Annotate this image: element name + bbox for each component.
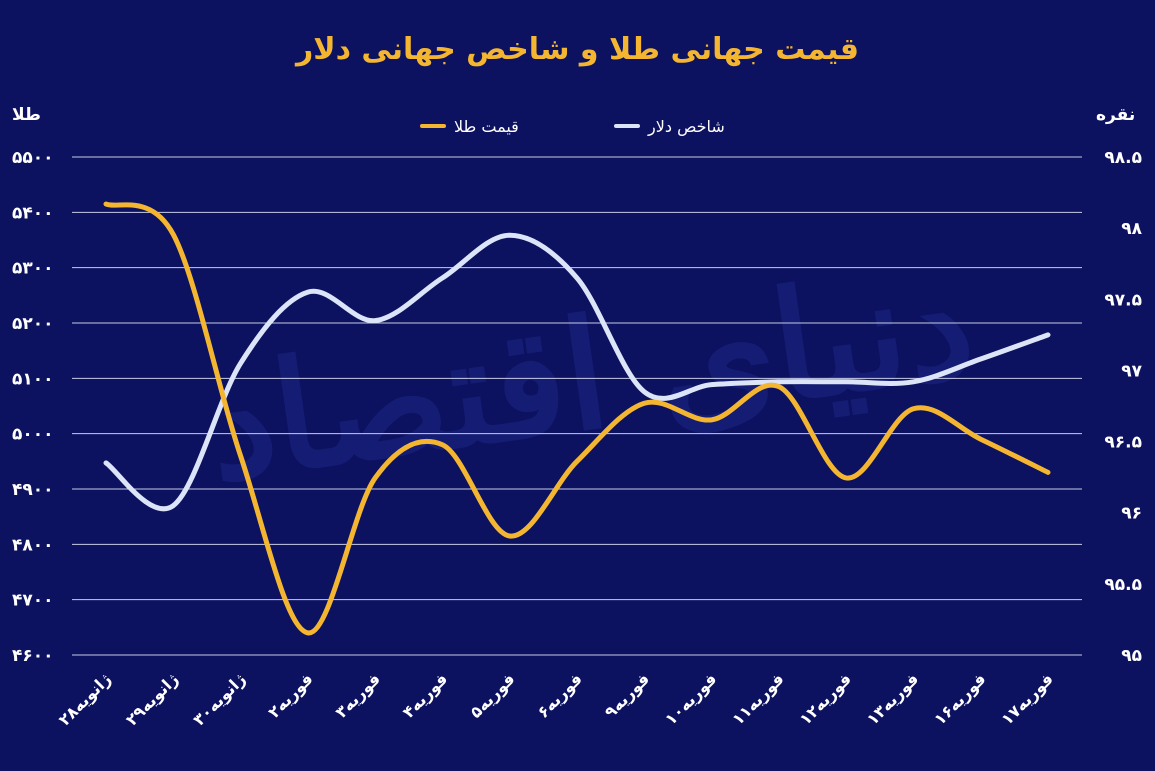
legend-item-gold: قیمت طلا	[420, 115, 519, 137]
left-tick-label: ۵۳۰۰	[12, 259, 54, 279]
x-tick-label: ۲۹ژانویه	[122, 669, 182, 729]
right-tick-label: ۹۸.۵	[1104, 148, 1142, 168]
x-tick-label: ۱۱فوریه	[728, 669, 787, 728]
x-tick-label: ۳۰ژانویه	[189, 669, 249, 729]
gold-price-line	[103, 201, 1051, 636]
right-tick-label: ۹۵.۵	[1104, 575, 1142, 595]
x-tick-label: ۱۲فوریه	[796, 669, 855, 728]
legend-item-dollar-index: شاخص دلار	[614, 115, 725, 137]
right-tick-label: ۹۶.۵	[1104, 433, 1142, 453]
x-tick-label: ۵فوریه	[466, 669, 518, 721]
x-tick-label: ۳فوریه	[332, 669, 384, 721]
x-tick-label: ۲فوریه	[264, 669, 316, 721]
x-tick-label: ۱۰فوریه	[661, 669, 720, 728]
x-tick-label: ۴فوریه	[399, 669, 451, 721]
left-axis-unit-label: طلا	[12, 105, 41, 125]
legend-swatch-dollar-index	[614, 124, 640, 128]
x-tick-label: ۲۸ژانویه	[55, 669, 115, 729]
left-tick-label: ۵۴۰۰	[12, 203, 54, 223]
left-tick-label: ۴۷۰۰	[12, 591, 54, 611]
left-tick-label: ۵۲۰۰	[12, 314, 54, 334]
dollar-index-line	[103, 232, 1051, 512]
left-tick-label: ۵۱۰۰	[12, 369, 54, 389]
x-tick-label: ۶فوریه	[533, 669, 585, 721]
right-tick-label: ۹۸	[1121, 219, 1142, 239]
right-tick-label: ۹۵	[1121, 646, 1142, 666]
left-tick-label: ۴۸۰۰	[12, 535, 54, 555]
left-tick-label: ۵۰۰۰	[12, 425, 54, 445]
right-axis-unit-label: نقره	[1096, 105, 1136, 125]
right-tick-label: ۹۶	[1121, 504, 1142, 524]
left-tick-label: ۴۹۰۰	[12, 480, 54, 500]
chart-title: قیمت جهانی طلا و شاخص جهانی دلار	[295, 32, 860, 67]
x-tick-label: ۱۷فوریه	[997, 669, 1056, 728]
right-tick-label: ۹۷	[1121, 361, 1142, 381]
legend-label-dollar-index: شاخص دلار	[648, 116, 725, 136]
right-tick-label: ۹۷.۵	[1104, 290, 1142, 310]
left-tick-label: ۵۵۰۰	[12, 148, 54, 168]
legend-swatch-gold	[420, 124, 446, 128]
x-tick-label: ۱۳فوریه	[863, 669, 922, 728]
x-tick-label: ۹فوریه	[601, 669, 653, 721]
left-tick-label: ۴۶۰۰	[12, 646, 54, 666]
legend-label-gold: قیمت طلا	[454, 116, 519, 136]
x-tick-label: ۱۶فوریه	[930, 669, 989, 728]
